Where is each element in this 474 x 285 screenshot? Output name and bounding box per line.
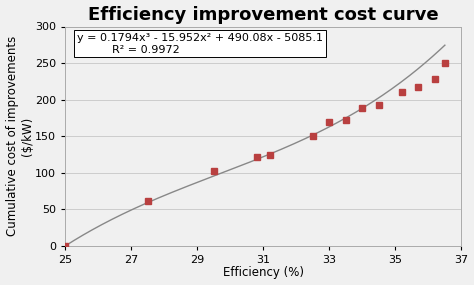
Y-axis label: Cumulative cost of improvements
($/kW): Cumulative cost of improvements ($/kW) — [6, 36, 34, 236]
Text: y = 0.1794x³ - 15.952x² + 490.08x - 5085.1
          R² = 0.9972: y = 0.1794x³ - 15.952x² + 490.08x - 5085… — [77, 33, 323, 55]
X-axis label: Efficiency (%): Efficiency (%) — [223, 266, 304, 280]
Title: Efficiency improvement cost curve: Efficiency improvement cost curve — [88, 5, 438, 24]
